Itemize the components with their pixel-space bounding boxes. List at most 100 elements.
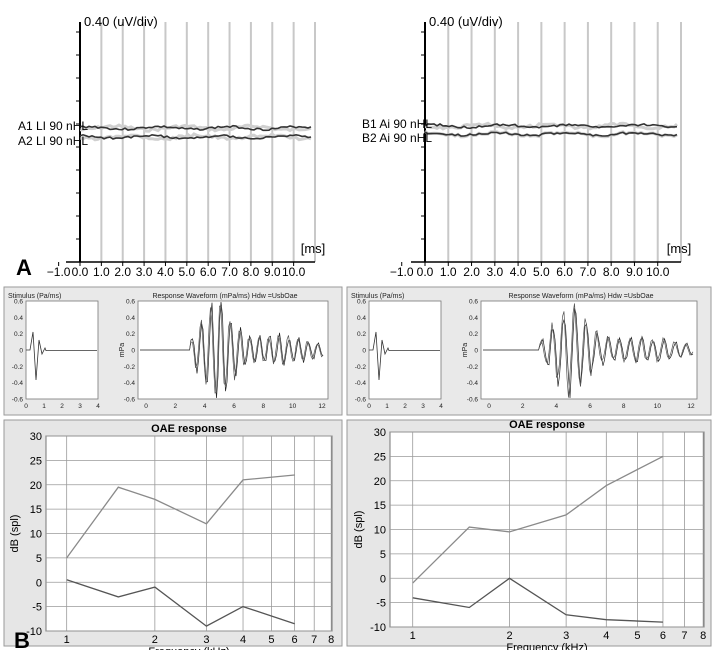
- response-x-tick-label: 4: [203, 403, 207, 410]
- abr-left-x-tick-label: 4.0: [157, 265, 174, 279]
- abr-right-trace-label: B1 Ai 90 nHL: [362, 117, 432, 131]
- stimulus-plot-area: [368, 300, 442, 400]
- stimulus-y-tick-label: 0.2: [357, 331, 366, 338]
- abr-left-x-tick-label: 7.0: [221, 265, 238, 279]
- oae-y-label: dB (spl): [9, 515, 21, 553]
- oae-x-tick-label: 3: [563, 630, 569, 642]
- abr-right-scale-label: 0.40 (uV/div): [429, 14, 503, 29]
- oae-y-tick-label: 15: [374, 500, 386, 512]
- abr-left-trace-label: A1 LI 90 nHL: [18, 119, 88, 133]
- stimulus-x-tick-label: 4: [439, 403, 443, 410]
- abr-right-trace-label: B2 Ai 90 nHL: [362, 131, 432, 145]
- oae-title: OAE response: [509, 419, 585, 431]
- stimulus-y-tick-label: 0.6: [357, 299, 366, 306]
- response-y-tick-label: 0.6: [469, 299, 478, 306]
- oae-y-tick-label: 5: [380, 549, 386, 561]
- stimulus-y-tick-label: -0.6: [12, 397, 24, 404]
- response-x-tick-label: 2: [521, 403, 525, 410]
- stimulus-trace: [26, 331, 97, 381]
- panel-label-b: B: [14, 628, 30, 653]
- abr-right-unit-label: [ms]: [667, 241, 692, 256]
- response-x-tick-label: 2: [174, 403, 178, 410]
- abr-right-x-tick-label: −1.0: [390, 265, 414, 279]
- oae-y-tick-label: 25: [30, 455, 42, 467]
- abr-right-x-tick-label: 0.0: [417, 265, 434, 279]
- response-title: Response Waveform (mPa/ms) Hdw =UsbOae: [152, 293, 297, 300]
- response-y-tick-label: 0.6: [126, 299, 135, 306]
- response-y-tick-label: 0.2: [469, 331, 478, 338]
- response-y-tick-label: 0: [474, 348, 478, 355]
- response-x-tick-label: 12: [687, 403, 695, 410]
- abr-right-x-tick-label: 2.0: [463, 265, 480, 279]
- stimulus-y-tick-label: -0.2: [355, 364, 367, 371]
- oae-x-tick-label: 4: [603, 630, 609, 642]
- stimulus-title: Stimulus (Pa/ms): [351, 293, 404, 300]
- oae-x-label: Frequency (kHz): [148, 646, 229, 650]
- abr-left-scale-label: 0.40 (uV/div): [84, 14, 158, 29]
- oae-x-tick-label: 6: [660, 630, 666, 642]
- oae-x-tick-label: 7: [681, 630, 687, 642]
- response-x-tick-label: 0: [144, 403, 148, 410]
- stimulus-y-tick-label: -0.6: [355, 397, 367, 404]
- response-title: Response Waveform (mPa/ms) Hdw =UsbOae: [508, 293, 653, 300]
- abr-left-trace-shadow: [79, 131, 312, 142]
- response-x-tick-label: 10: [654, 403, 662, 410]
- abr-left-x-tick-label: 8.0: [243, 265, 260, 279]
- response-y-tick-label: -0.6: [124, 397, 136, 404]
- abr-right-x-tick-label: 3.0: [486, 265, 503, 279]
- stimulus-x-tick-label: 0: [367, 403, 371, 410]
- abr-right-x-tick-label: 7.0: [580, 265, 597, 279]
- stimulus-x-tick-label: 3: [421, 403, 425, 410]
- oae-x-tick-label: 5: [268, 634, 274, 646]
- oae-x-tick-label: 3: [203, 634, 209, 646]
- abr-right-x-tick-label: 4.0: [510, 265, 527, 279]
- oae-y-tick-label: -10: [26, 626, 42, 638]
- response-x-tick-label: 4: [555, 403, 559, 410]
- response-y-tick-label: 0.2: [126, 331, 135, 338]
- stimulus-x-tick-label: 1: [42, 403, 46, 410]
- response-y-tick-label: 0.4: [126, 315, 135, 322]
- oae-title: OAE response: [151, 423, 227, 435]
- response-x-tick-label: 6: [588, 403, 592, 410]
- abr-left-x-tick-label: 6.0: [200, 265, 217, 279]
- response-x-tick-label: 10: [289, 403, 297, 410]
- stimulus-x-tick-label: 3: [78, 403, 82, 410]
- stimulus-x-tick-label: 0: [24, 403, 28, 410]
- response-y-tick-label: -0.4: [467, 380, 479, 387]
- oae-x-tick-label: 8: [700, 630, 706, 642]
- oae-x-tick-label: 7: [311, 634, 317, 646]
- oae-x-tick-label: 4: [240, 634, 246, 646]
- oae-x-tick-label: 2: [152, 634, 158, 646]
- abr-right-trace-shadow: [424, 121, 679, 131]
- abr-left-trace: [79, 124, 312, 132]
- abr-left-x-tick-label: −1.0: [47, 265, 71, 279]
- oae-series-lower: [66, 579, 295, 627]
- abr-left-x-tick-label: 2.0: [114, 265, 131, 279]
- response-x-tick-label: 8: [622, 403, 626, 410]
- stimulus-y-tick-label: -0.2: [12, 364, 24, 371]
- oae-y-tick-label: 20: [374, 476, 386, 488]
- abr-left-x-tick-label: 10.0: [282, 265, 306, 279]
- oae-y-tick-label: -5: [376, 598, 386, 610]
- oae-x-tick-label: 2: [506, 630, 512, 642]
- stimulus-x-tick-label: 1: [385, 403, 389, 410]
- oae-y-tick-label: 15: [30, 504, 42, 516]
- response-y-tick-label: -0.2: [124, 364, 136, 371]
- oae-y-tick-label: 30: [30, 431, 42, 443]
- oae-y-tick-label: 25: [374, 451, 386, 463]
- oae-x-tick-label: 1: [410, 630, 416, 642]
- response-y-tick-label: 0: [131, 348, 135, 355]
- abr-left-x-tick-label: 5.0: [178, 265, 195, 279]
- abr-left-x-tick-label: 0.0: [72, 265, 89, 279]
- oae-y-tick-label: -5: [32, 602, 42, 614]
- abr-right-x-tick-label: 8.0: [603, 265, 620, 279]
- stimulus-title: Stimulus (Pa/ms): [8, 293, 61, 300]
- response-y-tick-label: -0.2: [467, 364, 479, 371]
- stimulus-y-tick-label: 0: [362, 348, 366, 355]
- oae-x-tick-label: 1: [64, 634, 70, 646]
- abr-right-x-tick-label: 9.0: [626, 265, 643, 279]
- oae-y-tick-label: 0: [36, 577, 42, 589]
- stimulus-y-tick-label: -0.4: [12, 380, 24, 387]
- response-y-label: mPa: [119, 343, 126, 358]
